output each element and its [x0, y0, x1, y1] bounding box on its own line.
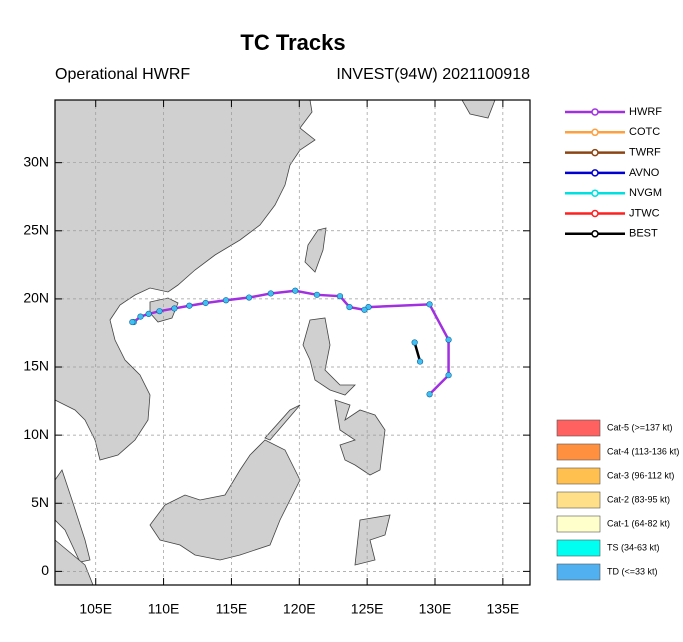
intensity-swatch — [556, 443, 601, 461]
track-point — [145, 310, 152, 317]
borneo — [149, 439, 301, 561]
track-point — [445, 336, 452, 343]
y-tick-label: 0 — [41, 562, 49, 578]
legend-label: BEST — [629, 228, 658, 240]
track-point — [426, 301, 433, 308]
land — [55, 100, 496, 585]
track-point — [202, 299, 209, 307]
y-tick-label: 25N — [23, 221, 49, 237]
x-tick-label: 110E — [148, 601, 180, 617]
intensity-label: TS (34-63 kt) — [607, 542, 660, 552]
legend-marker — [591, 209, 599, 218]
track-point — [156, 308, 163, 315]
x-tick-label: 125E — [351, 601, 384, 617]
legend-marker — [591, 108, 599, 116]
y-tick-label: 20N — [23, 290, 49, 306]
legend-label: HWRF — [629, 106, 662, 118]
luzon — [302, 317, 356, 396]
intensity-label: Cat-2 (83-95 kt) — [607, 494, 670, 504]
intensity-swatch — [556, 539, 601, 557]
mainland-asia — [55, 100, 316, 461]
x-tick-label: 120E — [283, 601, 316, 617]
intensity-label: TD (<=33 kt) — [607, 566, 658, 576]
chart-title: TC Tracks — [240, 30, 345, 55]
track-point — [222, 297, 230, 304]
y-tick-label: 10N — [23, 426, 49, 442]
legend-label: AVNO — [629, 167, 660, 179]
track-point — [245, 294, 253, 301]
x-tick-label: 130E — [419, 601, 452, 617]
legend-marker — [591, 148, 599, 157]
x-tick-label: 105E — [79, 601, 112, 617]
track-point — [292, 287, 299, 294]
track-point — [186, 302, 193, 309]
legend-marker — [591, 189, 599, 197]
sulawesi — [354, 514, 391, 566]
track-point — [361, 306, 368, 313]
sumatra — [55, 539, 94, 585]
subtitle-left: Operational HWRF — [55, 66, 190, 83]
legend-label: TWRF — [629, 147, 661, 159]
legend-label: NVGM — [629, 187, 662, 199]
y-tick-label: 15N — [23, 358, 49, 374]
subtitle-right: INVEST(94W) 2021100918 — [336, 66, 530, 83]
intensity-label: Cat-3 (96-112 kt) — [607, 470, 674, 480]
legend-marker — [591, 169, 599, 177]
legend-label: JTWC — [629, 207, 660, 219]
x-tick-label: 115E — [216, 601, 248, 617]
taiwan — [304, 227, 327, 273]
intensity-label: Cat-4 (113-136 kt) — [607, 446, 679, 456]
mindanao-visayas — [334, 399, 386, 476]
track-point — [313, 291, 321, 298]
track-point — [137, 313, 144, 320]
intensity-label: Cat-1 (64-82 kt) — [607, 518, 670, 528]
intensity-swatch — [556, 491, 601, 509]
intensity-swatch — [556, 467, 601, 485]
track-line — [132, 289, 450, 396]
palawan — [264, 404, 301, 441]
x-tick-label: 135E — [487, 601, 520, 617]
legend-marker — [591, 128, 599, 137]
intensity-swatch — [556, 419, 601, 437]
track-point — [411, 339, 418, 346]
track-point — [171, 305, 178, 312]
intensity-swatch — [556, 563, 601, 581]
intensity-label: Cat-5 (>=137 kt) — [607, 422, 673, 432]
track-point — [346, 303, 353, 311]
track-line — [413, 342, 422, 362]
track-point — [445, 372, 452, 379]
track-point — [267, 290, 274, 297]
malay-peninsula — [55, 469, 91, 563]
japan — [461, 100, 496, 119]
legend-marker — [591, 230, 599, 238]
track-point — [129, 318, 136, 326]
track-point — [336, 293, 344, 300]
legend-label: COTC — [629, 126, 660, 138]
y-tick-label: 5N — [31, 494, 49, 510]
intensity-swatch — [556, 515, 601, 533]
map-frame — [54, 99, 531, 586]
track-point — [416, 358, 424, 365]
y-tick-label: 30N — [23, 153, 49, 169]
track-point — [426, 391, 433, 398]
